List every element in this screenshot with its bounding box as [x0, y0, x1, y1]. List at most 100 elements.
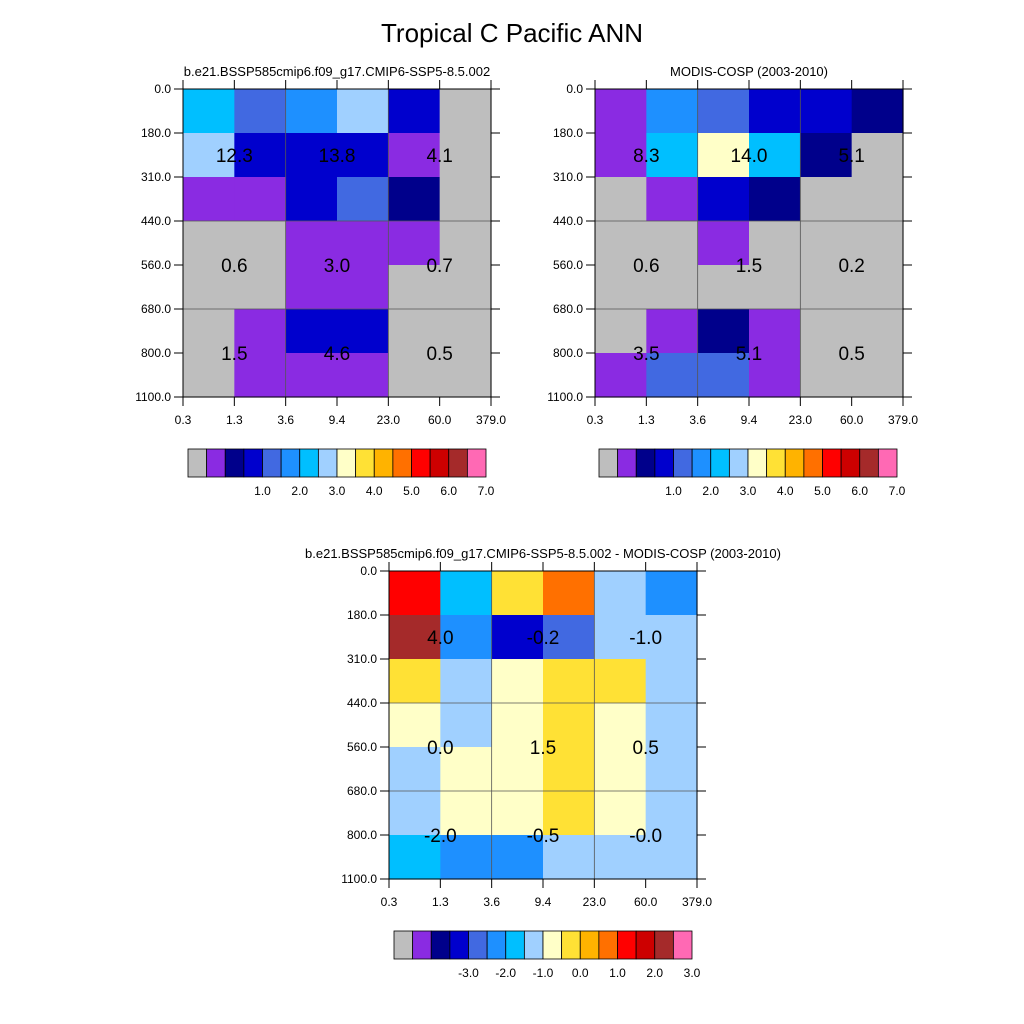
y-tick-label: 800.0 [141, 346, 171, 360]
colorbar-label: 6.0 [440, 484, 457, 498]
heatmap-cell [337, 353, 389, 398]
heatmap-cell [491, 659, 544, 704]
colorbar-swatch [803, 448, 823, 478]
heatmap-cell [234, 309, 287, 354]
heatmap-cell [183, 309, 235, 354]
y-tick-label: 0.0 [154, 82, 171, 96]
heatmap-cell [388, 89, 441, 134]
heatmap-cell [594, 791, 647, 836]
heatmap-cell [234, 89, 287, 134]
heatmap-cell [389, 835, 441, 880]
heatmap-cell [646, 265, 699, 310]
colorbar-swatch [710, 448, 730, 478]
heatmap-cell [440, 747, 493, 792]
heatmap-cell [439, 265, 492, 310]
colorbar-label: 7.0 [889, 484, 906, 498]
heatmap-cell [594, 835, 647, 880]
colorbar-swatch [430, 930, 451, 960]
x-tick-label: 60.0 [840, 413, 864, 427]
heatmap-cell [697, 265, 750, 310]
panel-3: b.e21.BSSP585cmip6.f09_g17.CMIP6-SSP5-8.… [305, 546, 781, 980]
heatmap-cell [388, 309, 441, 354]
box-value-label: 0.0 [427, 738, 453, 759]
heatmap-cell [389, 659, 441, 704]
heatmap-cell [645, 615, 698, 660]
heatmap-cell [491, 835, 544, 880]
heatmap-cell [388, 177, 441, 222]
heatmap-cell [646, 133, 699, 178]
colorbar-label: -2.0 [495, 966, 516, 980]
colorbar-swatch [486, 930, 507, 960]
heatmap-cell [800, 177, 853, 222]
heatmap-cell [594, 571, 647, 616]
colorbar-swatch [262, 448, 282, 478]
heatmap-cell [234, 353, 287, 398]
heatmap-cell [800, 133, 853, 178]
heatmap-cell [543, 703, 595, 748]
colorbar-swatch [691, 448, 712, 478]
heatmap-cell [749, 265, 801, 310]
heatmap-cell [851, 265, 904, 310]
colorbar-swatch [579, 930, 600, 960]
panel-title: b.e21.BSSP585cmip6.f09_g17.CMIP6-SSP5-8.… [305, 546, 781, 561]
box-value-label: -0.0 [629, 826, 662, 847]
heatmap-cell [388, 221, 441, 266]
colorbar-swatch [355, 448, 375, 478]
heatmap-cell [285, 89, 338, 134]
colorbar-label: 1.0 [254, 484, 271, 498]
x-tick-label: 3.6 [483, 895, 500, 909]
heatmap-cell [594, 703, 647, 748]
colorbar-swatch [373, 448, 394, 478]
heatmap-cell [800, 265, 853, 310]
colorbar-swatch [429, 448, 450, 478]
colorbar-swatch [468, 930, 488, 960]
colorbar-swatch [299, 448, 319, 478]
y-tick-label: 680.0 [347, 784, 377, 798]
box-value-label: -0.2 [527, 628, 560, 649]
colorbar-swatch [728, 448, 749, 478]
heatmap-cell [851, 309, 904, 354]
colorbar-label: 2.0 [702, 484, 719, 498]
y-tick-label: 800.0 [553, 346, 583, 360]
colorbar-swatch [672, 930, 693, 960]
heatmap-cell [285, 221, 338, 266]
heatmap-cell [645, 571, 698, 616]
heatmap-cell [645, 835, 698, 880]
heatmap-cell [234, 133, 287, 178]
heatmap-cell [595, 265, 647, 310]
x-tick-label: 0.3 [175, 413, 192, 427]
heatmap-cell [749, 309, 801, 354]
heatmap-cell [697, 221, 750, 266]
colorbar-swatch [617, 930, 637, 960]
heatmap-cell [388, 133, 441, 178]
x-tick-label: 60.0 [634, 895, 658, 909]
box-value-label: 8.3 [633, 146, 659, 167]
heatmap-cell [543, 659, 595, 704]
heatmap-cell [439, 309, 492, 354]
heatmap-cell [594, 615, 647, 660]
colorbar-swatch [840, 448, 861, 478]
heatmap-cell [285, 177, 338, 222]
box-value-label: 4.1 [426, 146, 452, 167]
heatmap-cell [645, 791, 698, 836]
colorbar-swatch [654, 930, 674, 960]
heatmap-cell [851, 221, 904, 266]
heatmap-cell [697, 353, 750, 398]
y-tick-label: 560.0 [553, 258, 583, 272]
x-tick-label: 23.0 [583, 895, 607, 909]
colorbar-label: 4.0 [366, 484, 383, 498]
y-tick-label: 680.0 [553, 302, 583, 316]
heatmap-cell [234, 265, 287, 310]
heatmap-cell [183, 265, 235, 310]
colorbar-swatch [654, 448, 674, 478]
y-tick-label: 440.0 [141, 214, 171, 228]
heatmap-cell [439, 353, 492, 398]
box-value-label: 1.5 [221, 344, 247, 365]
colorbar-swatch [317, 448, 338, 478]
heatmap-cell [594, 659, 647, 704]
colorbar-label: 5.0 [814, 484, 831, 498]
heatmap-cell [595, 177, 647, 222]
heatmap-cell [800, 221, 853, 266]
x-tick-label: 1.3 [432, 895, 449, 909]
colorbar-swatch [505, 930, 525, 960]
